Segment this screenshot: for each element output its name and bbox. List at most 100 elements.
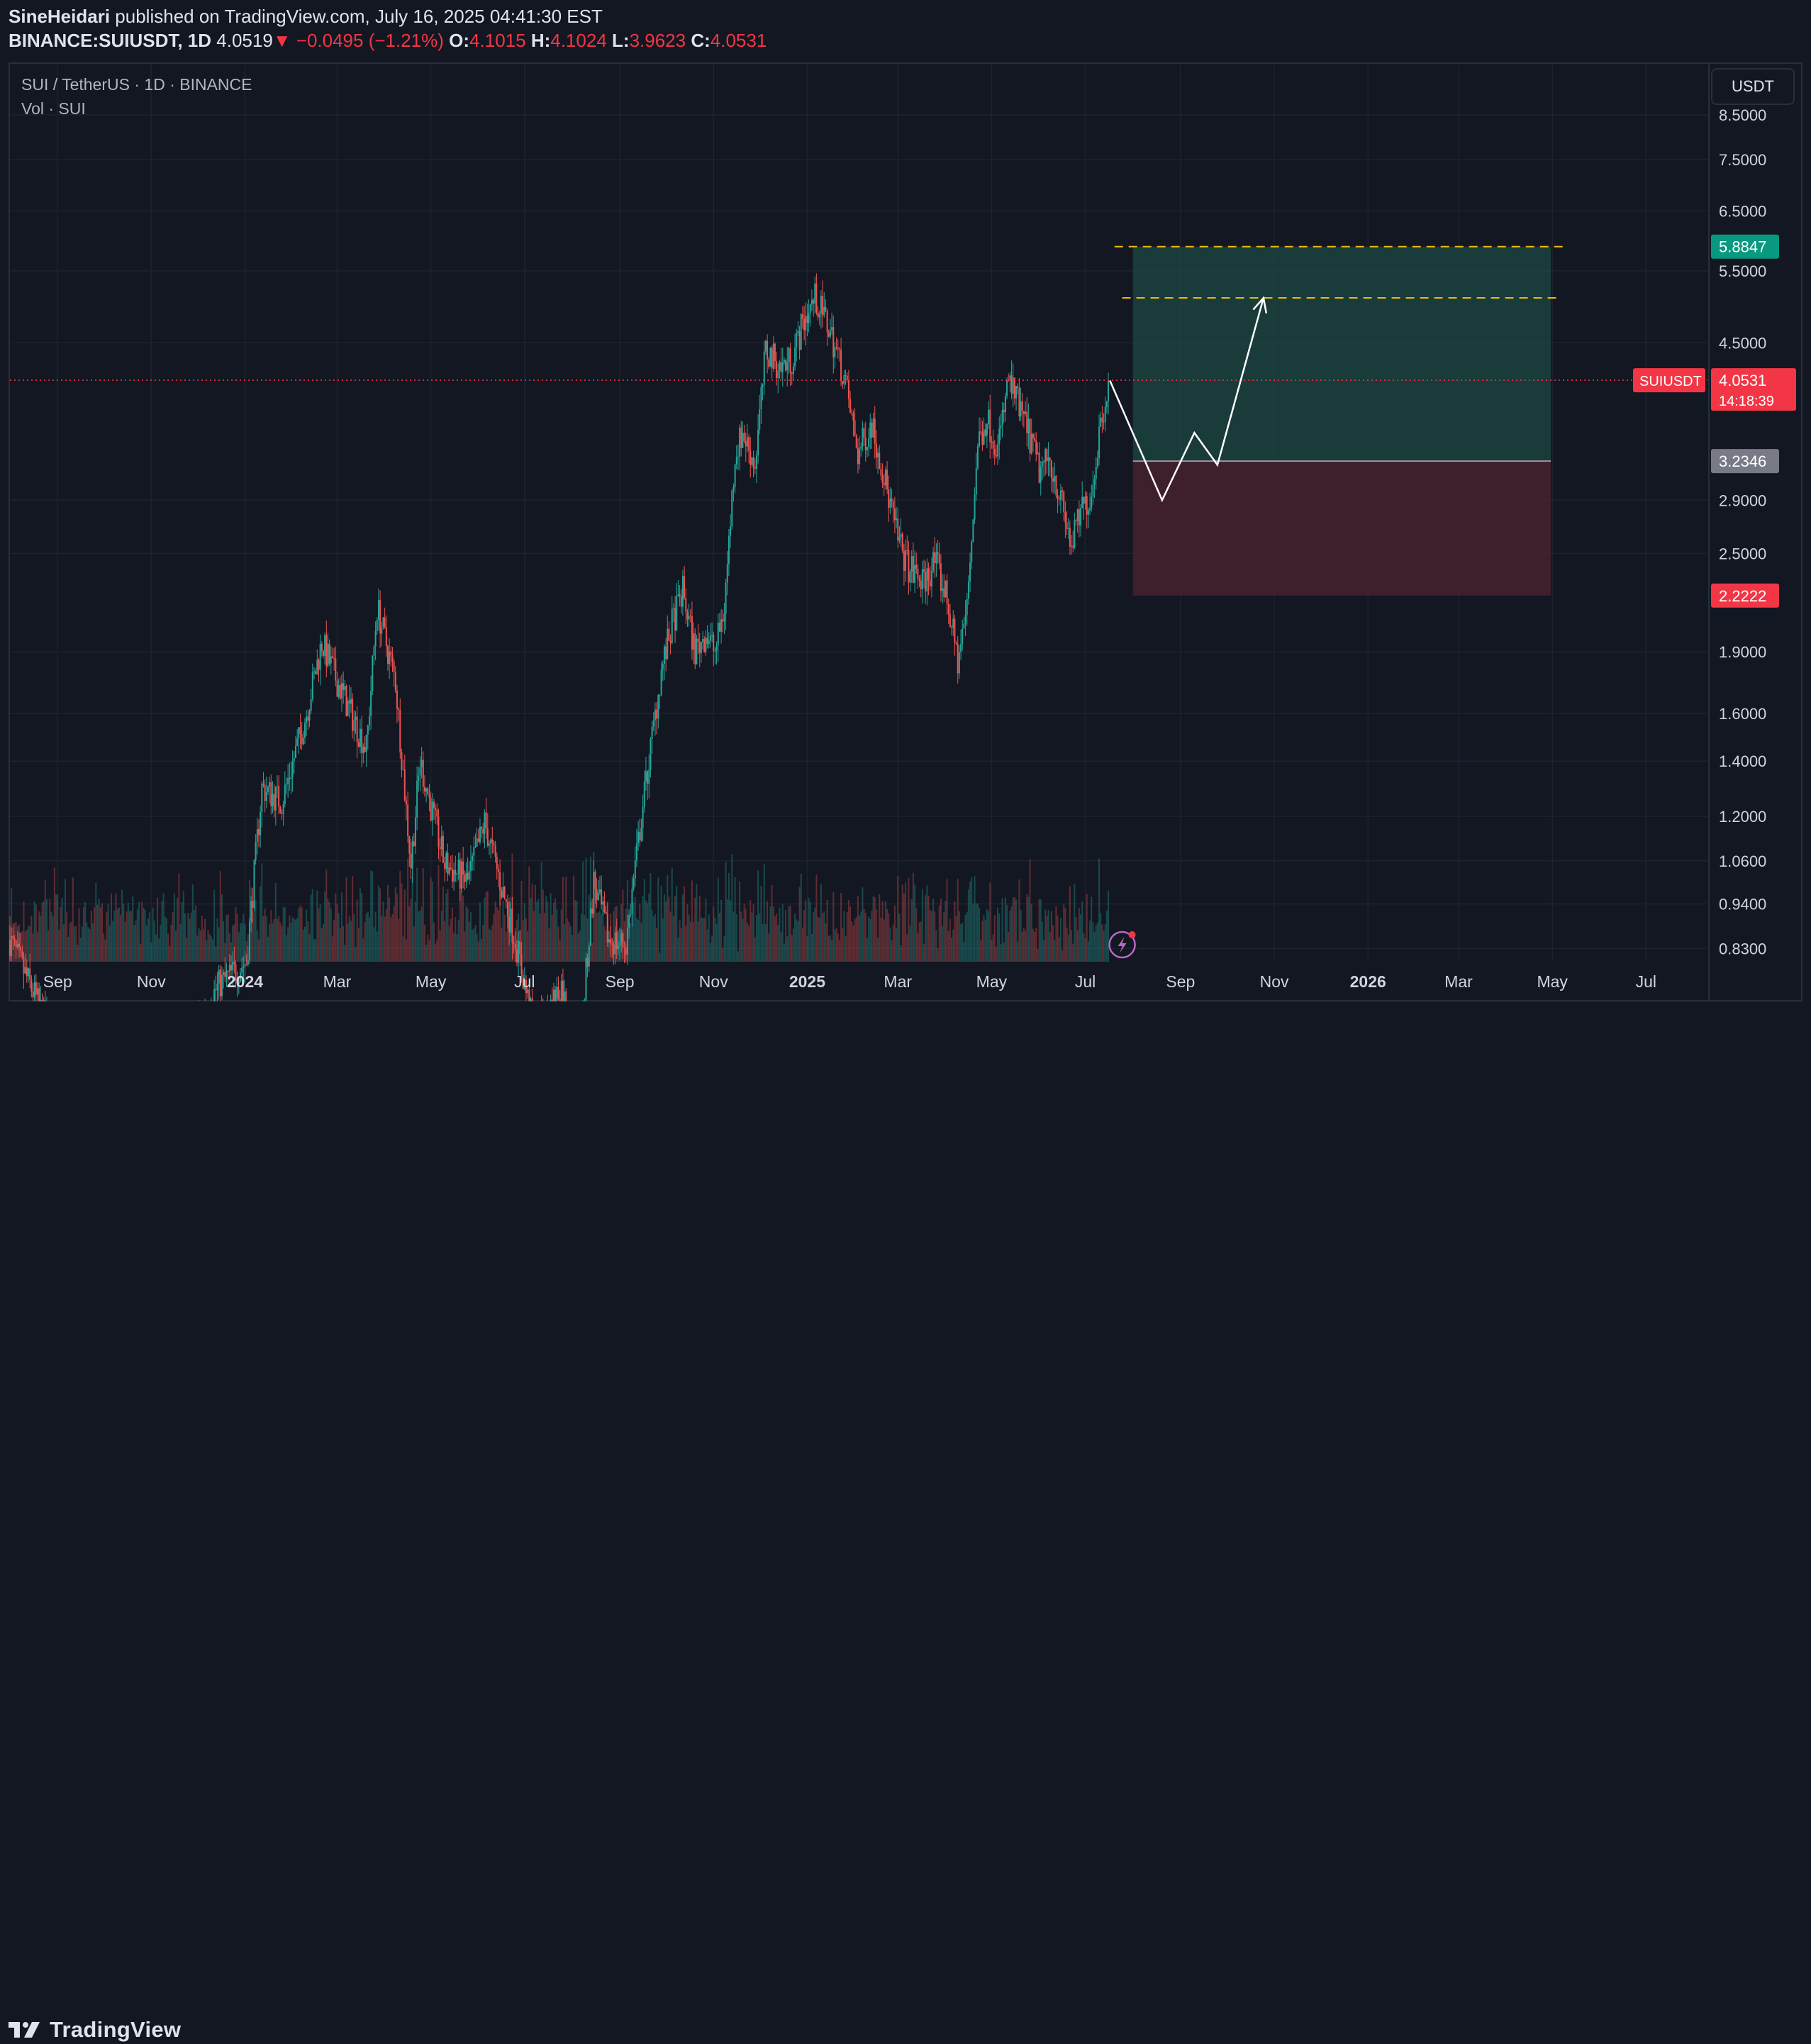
stop-price-badge[interactable] — [1711, 583, 1779, 608]
volume-bar — [391, 914, 394, 962]
volume-bar — [905, 882, 907, 962]
volume-bar — [169, 945, 171, 962]
candle-body — [508, 916, 511, 933]
symbol-tag[interactable] — [1633, 368, 1705, 393]
volume-bar — [962, 922, 964, 962]
volume-bar — [211, 939, 213, 962]
volume-bar — [1034, 931, 1036, 962]
candle-body — [455, 870, 457, 875]
candle-body — [901, 533, 903, 551]
candle-body — [510, 909, 512, 933]
volume-legend[interactable]: Vol · SUI — [21, 99, 86, 118]
volume-bar — [829, 935, 831, 962]
projection-path[interactable] — [1109, 297, 1265, 503]
volume-bar — [971, 877, 973, 962]
candle-body — [620, 933, 623, 943]
volume-bar — [1047, 909, 1049, 962]
chart-frame — [9, 62, 1802, 1001]
volume-bar — [792, 928, 794, 962]
candle-body — [1013, 377, 1015, 399]
target-price-badge[interactable] — [1711, 234, 1779, 259]
volume-bar — [488, 928, 490, 962]
volume-bar — [290, 922, 292, 962]
candle-body — [596, 889, 598, 901]
down-arrow-icon: ▼ — [272, 30, 291, 51]
volume-bar — [486, 891, 489, 962]
volume-bar — [78, 908, 80, 962]
candle-body — [1092, 484, 1094, 497]
candle-body — [630, 913, 632, 916]
volume-bar — [416, 867, 418, 962]
candle-body — [810, 300, 813, 305]
volume-bar — [842, 927, 844, 962]
annotation-lines[interactable] — [10, 245, 1709, 503]
volume-bar — [442, 886, 444, 962]
candle-body — [877, 452, 879, 457]
candle-body — [311, 672, 313, 699]
volume-bar — [364, 922, 366, 962]
candle-body — [1074, 520, 1076, 548]
volume-bar — [938, 905, 940, 962]
volume-bar — [1059, 918, 1061, 962]
long-position-tool[interactable] — [1132, 246, 1551, 596]
price-axis[interactable]: 8.5000 7.5000 6.5000 5.5000 4.5000 2.9000 2.50… — [1633, 64, 1796, 1003]
candle-body — [522, 974, 524, 989]
volume-bar — [720, 899, 723, 962]
candle-body — [734, 464, 736, 487]
chart-legend-title[interactable]: SUI / TetherUS · 1D · BINANCE — [21, 75, 252, 94]
volume-bar — [296, 918, 299, 962]
volume-bar — [789, 905, 791, 962]
candle-body — [450, 867, 452, 870]
volume-bar — [350, 921, 352, 962]
candle-body — [493, 842, 495, 846]
volume-bar — [586, 918, 589, 962]
stop-zone[interactable] — [1132, 461, 1551, 596]
candle-body — [685, 598, 687, 612]
current-price-badge[interactable] — [1711, 368, 1796, 411]
entry-price-badge[interactable] — [1711, 449, 1779, 474]
candle-body — [215, 989, 217, 991]
candle-body — [900, 533, 902, 537]
candle-body — [447, 852, 449, 874]
candle-body — [243, 966, 245, 968]
price-chart[interactable]: 8.5000 7.5000 6.5000 5.5000 4.5000 2.9000 2.50… — [0, 0, 1811, 1054]
volume-bar — [352, 876, 354, 962]
time-tick-label: Mar — [323, 972, 352, 991]
candle-body — [256, 829, 258, 842]
candle-body — [1089, 508, 1091, 511]
volume-bar — [806, 935, 808, 962]
volume-bar — [893, 905, 896, 962]
author-name[interactable]: SineHeidari — [9, 6, 111, 27]
volume-bar — [803, 910, 806, 962]
candle-body — [843, 374, 845, 384]
volume-bar — [932, 898, 935, 962]
candle-body — [13, 938, 16, 940]
candle-body — [1018, 388, 1020, 417]
volume-bar — [303, 926, 306, 962]
candle-body — [344, 686, 346, 690]
candle-body — [370, 690, 372, 716]
volume-bar — [423, 924, 425, 962]
volume-bar — [195, 905, 197, 962]
candle-body — [909, 571, 911, 583]
volume-bar — [41, 902, 43, 962]
currency-button[interactable]: USDT — [1711, 68, 1795, 105]
volume-bar — [1000, 944, 1002, 962]
volume-bar — [1037, 949, 1039, 962]
time-axis[interactable]: Sep Nov 2024 Mar May Jul Sep Nov 2025 Mar May Jul Se… — [10, 972, 1709, 1004]
price-tick-label: 7.5000 — [1719, 151, 1766, 169]
time-tick-label: Sep — [606, 972, 635, 991]
volume-bar — [735, 914, 737, 962]
target-zone[interactable] — [1132, 246, 1551, 462]
candle-body — [23, 957, 25, 974]
volume-bar — [179, 923, 182, 962]
price-tick-label: 1.9000 — [1719, 643, 1766, 661]
close-value: 4.0531 — [710, 30, 767, 51]
tradingview-logo[interactable]: TradingView — [9, 2016, 181, 2044]
candle-body — [465, 872, 467, 882]
replay-icon[interactable] — [1108, 931, 1136, 959]
entry-price-badge-text: 3.2346 — [1719, 452, 1766, 470]
volume-bar — [983, 915, 985, 962]
volume-bar — [215, 946, 217, 962]
volume-bar — [172, 912, 174, 962]
